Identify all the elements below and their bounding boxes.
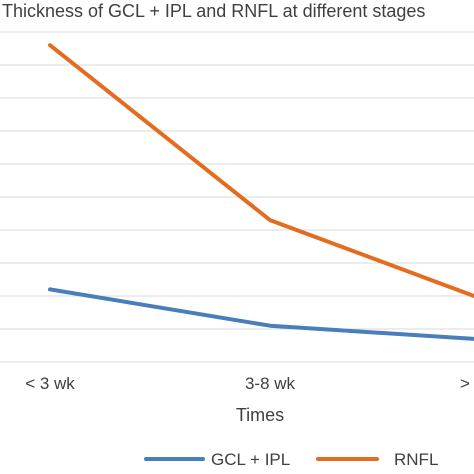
series-line-0 [48,287,474,341]
chart-title: Thickness of GCL + IPL and RNFL at diffe… [2,1,425,21]
grid-lines [0,31,474,363]
series-lines [48,43,474,341]
x-tick-label: 3-8 wk [245,374,296,393]
legend: GCL + IPL RNFL [144,450,438,469]
series-line-1 [48,43,474,298]
x-axis-title: Times [236,405,284,425]
legend-label: RNFL [394,450,438,469]
legend-label: GCL + IPL [211,450,290,469]
x-tick-label: > [460,374,470,393]
x-tick-labels: < 3 wk 3-8 wk > [25,374,470,393]
x-tick-label: < 3 wk [25,374,75,393]
